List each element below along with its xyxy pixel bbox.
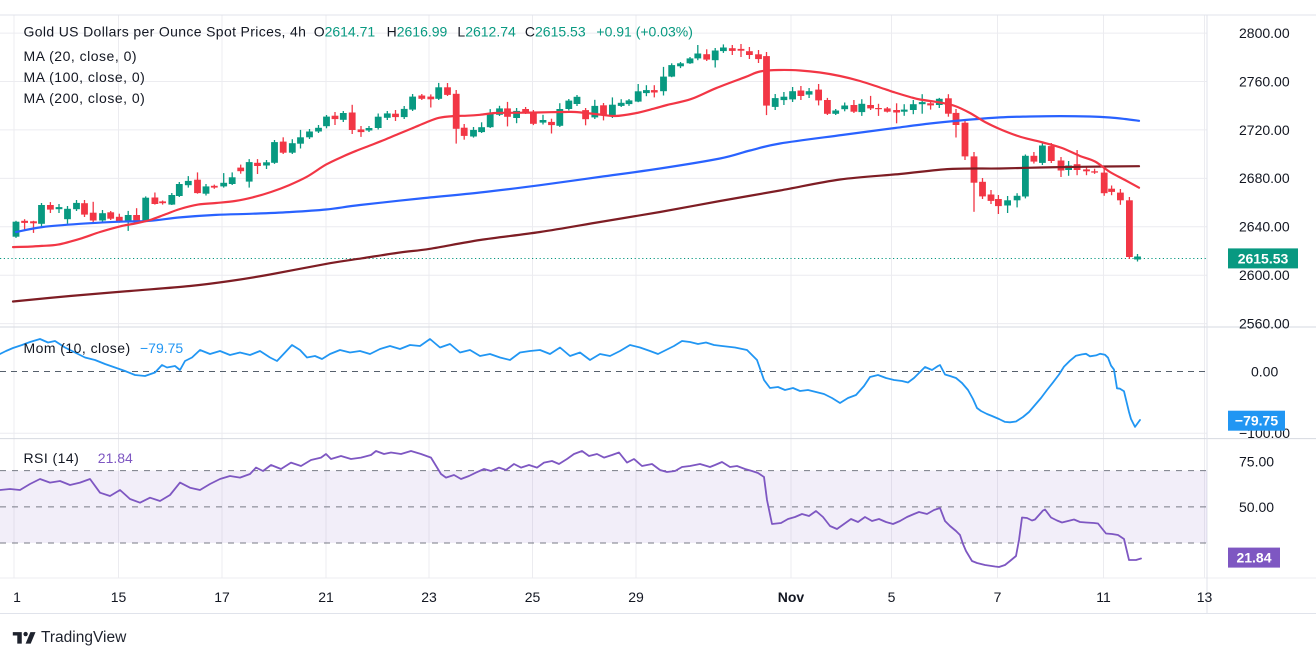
svg-text:−79.75: −79.75 bbox=[1235, 413, 1278, 429]
svg-text:2800.00: 2800.00 bbox=[1239, 25, 1290, 41]
svg-text:2560.00: 2560.00 bbox=[1239, 316, 1290, 332]
svg-text:O2614.71: O2614.71 bbox=[314, 24, 376, 40]
svg-text:25: 25 bbox=[525, 589, 541, 605]
svg-text:13: 13 bbox=[1197, 589, 1213, 605]
svg-text:0.00: 0.00 bbox=[1251, 363, 1278, 379]
svg-text:Nov: Nov bbox=[778, 589, 805, 605]
svg-text:7: 7 bbox=[994, 589, 1002, 605]
svg-text:5: 5 bbox=[888, 589, 896, 605]
svg-text:Gold US Dollars per Ounce Spot: Gold US Dollars per Ounce Spot Prices, 4… bbox=[24, 24, 307, 40]
svg-text:17: 17 bbox=[214, 589, 230, 605]
svg-text:+0.91 (+0.03%): +0.91 (+0.03%) bbox=[596, 24, 693, 40]
svg-text:2640.00: 2640.00 bbox=[1239, 219, 1290, 235]
svg-text:2680.00: 2680.00 bbox=[1239, 170, 1290, 186]
svg-text:MA (100, close, 0): MA (100, close, 0) bbox=[24, 69, 146, 85]
svg-text:RSI (14): RSI (14) bbox=[24, 450, 80, 466]
svg-text:23: 23 bbox=[421, 589, 437, 605]
svg-text:C2615.53: C2615.53 bbox=[525, 24, 586, 40]
svg-text:21.84: 21.84 bbox=[1236, 550, 1271, 566]
svg-text:TradingView: TradingView bbox=[41, 629, 127, 646]
svg-text:MA (200, close, 0): MA (200, close, 0) bbox=[24, 90, 146, 106]
svg-text:Mom (10, close): Mom (10, close) bbox=[24, 340, 131, 356]
svg-text:2600.00: 2600.00 bbox=[1239, 267, 1290, 283]
svg-text:11: 11 bbox=[1096, 589, 1111, 605]
svg-text:75.00: 75.00 bbox=[1239, 454, 1274, 470]
svg-text:1: 1 bbox=[13, 589, 21, 605]
svg-text:2760.00: 2760.00 bbox=[1239, 73, 1290, 89]
svg-text:L2612.74: L2612.74 bbox=[457, 24, 516, 40]
svg-text:MA (20, close, 0): MA (20, close, 0) bbox=[24, 48, 138, 64]
svg-text:15: 15 bbox=[111, 589, 127, 605]
svg-text:21: 21 bbox=[318, 589, 334, 605]
svg-text:2615.53: 2615.53 bbox=[1238, 250, 1289, 266]
svg-text:−79.75: −79.75 bbox=[140, 340, 183, 356]
svg-text:29: 29 bbox=[628, 589, 644, 605]
svg-text:50.00: 50.00 bbox=[1239, 499, 1274, 515]
svg-text:H2616.99: H2616.99 bbox=[387, 24, 448, 40]
svg-text:21.84: 21.84 bbox=[98, 450, 133, 466]
svg-text:2720.00: 2720.00 bbox=[1239, 122, 1290, 138]
